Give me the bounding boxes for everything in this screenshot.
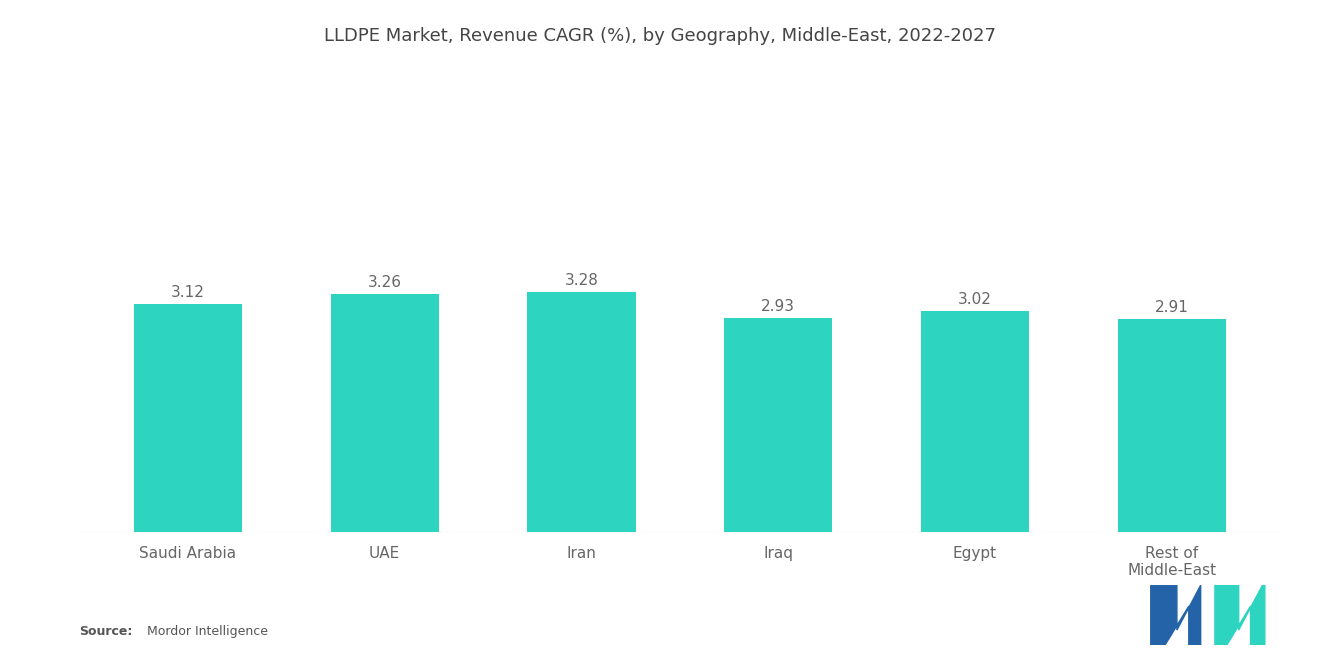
Text: 3.28: 3.28	[565, 273, 598, 289]
Bar	[527, 292, 635, 532]
Text: 2.91: 2.91	[1155, 301, 1188, 315]
Bar	[725, 318, 833, 532]
Text: 2.93: 2.93	[762, 299, 795, 314]
Text: 3.26: 3.26	[368, 275, 401, 290]
Bar	[921, 311, 1030, 532]
Text: Mordor Intelligence: Mordor Intelligence	[139, 625, 268, 638]
Text: Source:: Source:	[79, 625, 132, 638]
Polygon shape	[1151, 585, 1201, 645]
Bar	[133, 304, 242, 532]
Text: 3.12: 3.12	[172, 285, 205, 300]
Polygon shape	[1214, 585, 1265, 645]
Bar	[330, 293, 438, 532]
Bar	[1118, 319, 1226, 532]
Text: LLDPE Market, Revenue CAGR (%), by Geography, Middle-East, 2022-2027: LLDPE Market, Revenue CAGR (%), by Geogr…	[323, 27, 997, 45]
Text: 3.02: 3.02	[958, 293, 991, 307]
